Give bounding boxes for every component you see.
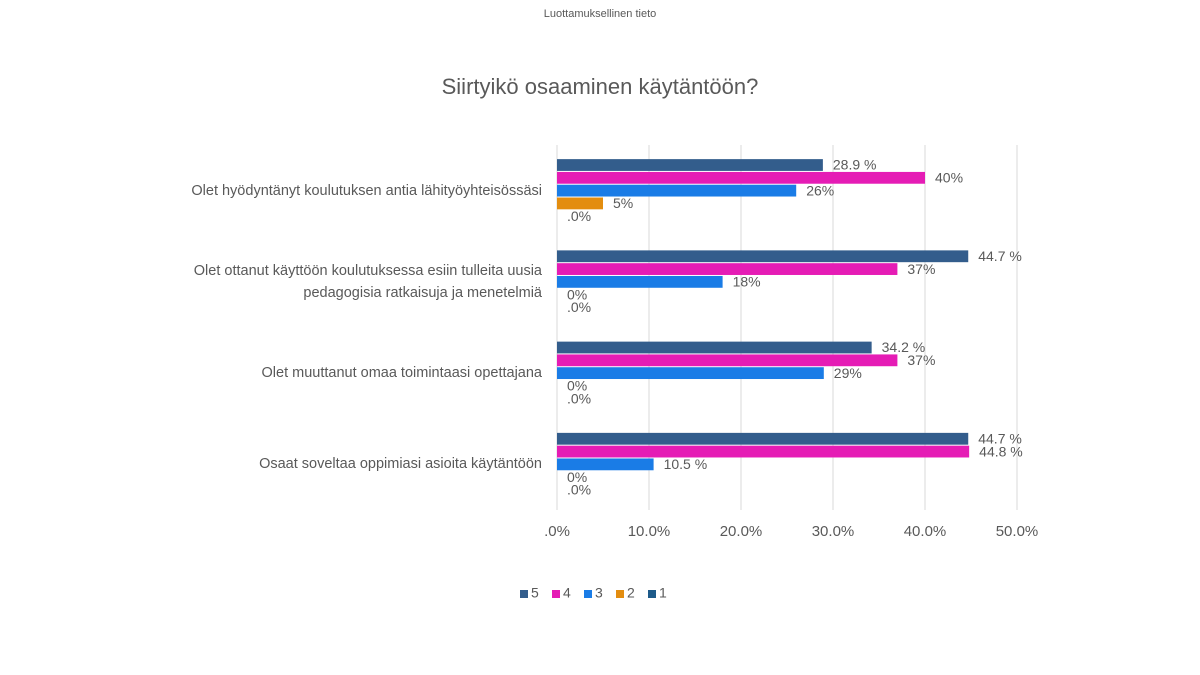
legend-label: 2 bbox=[627, 585, 635, 601]
data-label: 44.8 % bbox=[979, 443, 1023, 459]
category-label: Osaat soveltaa oppimiasi asioita käytänt… bbox=[259, 456, 542, 473]
legend-label: 1 bbox=[659, 585, 667, 601]
bar bbox=[557, 171, 925, 184]
x-tick-label: 20.0% bbox=[720, 523, 763, 540]
data-label: 40% bbox=[935, 170, 963, 186]
category-label: Olet ottanut käyttöön koulutuksessa esii… bbox=[193, 262, 542, 301]
data-label: 0% bbox=[567, 286, 587, 302]
data-label: 0% bbox=[567, 378, 587, 394]
legend-swatch bbox=[520, 590, 528, 598]
data-label: .0% bbox=[567, 390, 591, 406]
data-label: 29% bbox=[834, 365, 862, 381]
bar bbox=[557, 250, 969, 263]
confidential-header: Luottamuksellinen tieto bbox=[544, 8, 657, 20]
data-label: 44.7 % bbox=[978, 430, 1022, 446]
bar bbox=[557, 367, 824, 380]
bar bbox=[557, 458, 654, 471]
bar bbox=[557, 275, 723, 288]
legend-label: 4 bbox=[563, 585, 571, 601]
legend-label: 5 bbox=[531, 585, 539, 601]
data-label: 37% bbox=[907, 352, 935, 368]
x-tick-label: 50.0% bbox=[996, 523, 1039, 540]
bar bbox=[557, 432, 969, 445]
data-label: .0% bbox=[567, 299, 591, 315]
data-label: .0% bbox=[567, 208, 591, 224]
x-tick-label: 10.0% bbox=[628, 523, 671, 540]
data-label: 18% bbox=[733, 274, 761, 290]
data-label: 26% bbox=[806, 182, 834, 198]
data-label: 10.5 % bbox=[664, 456, 708, 472]
x-tick-label: 30.0% bbox=[812, 523, 855, 540]
data-label: 44.7 % bbox=[978, 248, 1022, 264]
chart-title: Siirtyikö osaaminen käytäntöön? bbox=[442, 74, 759, 99]
bar bbox=[557, 445, 970, 458]
data-label: 28.9 % bbox=[833, 157, 877, 173]
data-label: 37% bbox=[907, 261, 935, 277]
bar bbox=[557, 263, 898, 275]
data-label: 34.2 % bbox=[882, 339, 926, 355]
legend-swatch bbox=[552, 590, 560, 598]
category-label: Olet muuttanut omaa toimintaasi opettaja… bbox=[261, 365, 543, 382]
legend-swatch bbox=[616, 590, 624, 598]
legend-swatch bbox=[648, 590, 656, 598]
bar bbox=[557, 197, 603, 210]
legend-swatch bbox=[584, 590, 592, 598]
bar bbox=[557, 341, 872, 354]
legend-label: 3 bbox=[595, 585, 603, 601]
bar bbox=[557, 184, 797, 197]
x-tick-label: .0% bbox=[544, 523, 570, 540]
x-tick-label: 40.0% bbox=[904, 523, 947, 540]
data-label: 0% bbox=[567, 469, 587, 485]
category-label: Olet hyödyntänyt koulutuksen antia lähit… bbox=[191, 182, 542, 199]
bar bbox=[557, 159, 823, 171]
bar bbox=[557, 354, 898, 367]
data-label: 5% bbox=[613, 195, 633, 211]
data-label: .0% bbox=[567, 482, 591, 498]
